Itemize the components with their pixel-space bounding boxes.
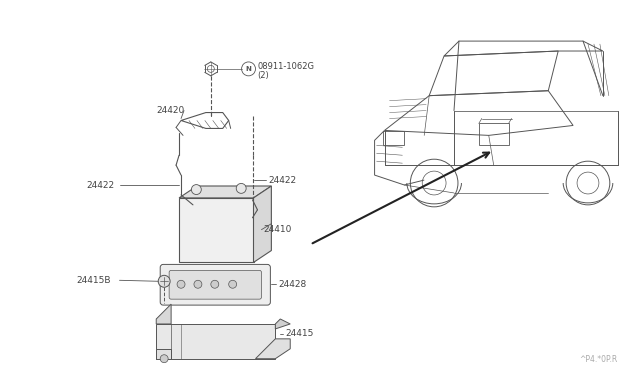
Text: 24415B: 24415B [77, 276, 111, 285]
Text: (2): (2) [257, 71, 269, 80]
Circle shape [160, 355, 168, 363]
Bar [383, 131, 404, 145]
Text: ^P4.*0P.R: ^P4.*0P.R [579, 355, 618, 364]
Bar [156, 324, 275, 359]
Polygon shape [255, 339, 290, 359]
Bar [179, 198, 253, 262]
Polygon shape [179, 186, 271, 198]
Circle shape [211, 280, 219, 288]
Text: 24422: 24422 [87, 180, 115, 189]
Text: N: N [246, 66, 252, 72]
Bar [479, 124, 509, 145]
Circle shape [191, 185, 202, 195]
Polygon shape [275, 319, 290, 329]
Circle shape [236, 183, 246, 193]
Text: 24410: 24410 [264, 225, 292, 234]
Circle shape [158, 275, 170, 287]
Circle shape [177, 280, 185, 288]
Text: 24420: 24420 [156, 106, 184, 115]
Circle shape [228, 280, 237, 288]
FancyBboxPatch shape [160, 264, 270, 305]
Polygon shape [253, 186, 271, 262]
Polygon shape [156, 349, 171, 359]
Polygon shape [156, 304, 171, 324]
Text: 08911-1062G: 08911-1062G [257, 62, 314, 71]
Text: 24428: 24428 [278, 280, 307, 289]
Text: 24415: 24415 [285, 329, 314, 339]
Circle shape [194, 280, 202, 288]
FancyBboxPatch shape [169, 270, 262, 299]
Text: 24422: 24422 [268, 176, 296, 185]
